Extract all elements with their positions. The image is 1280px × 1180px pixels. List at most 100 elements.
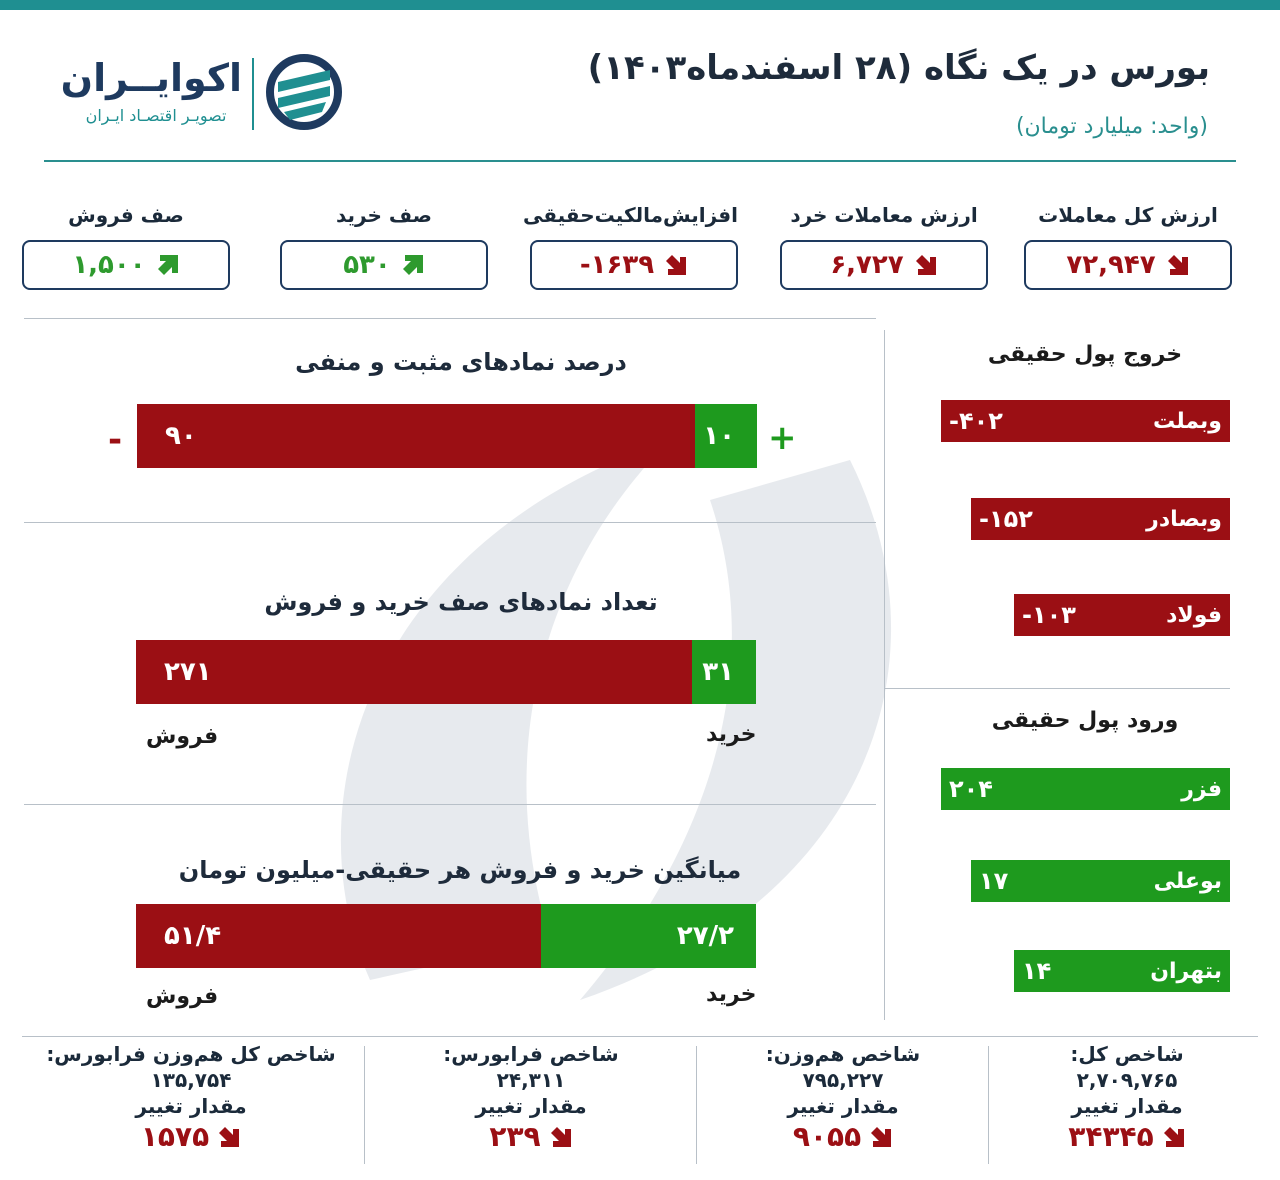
stat-total-value: ارزش کل معاملات ۷۲,۹۴۷ bbox=[1024, 200, 1232, 290]
outflow-value: -۴۰۲ bbox=[949, 407, 1003, 435]
arrow-down-icon bbox=[871, 1126, 892, 1147]
inflow-item: ۱۴ بتهران bbox=[1014, 950, 1230, 992]
vertical-divider bbox=[364, 1046, 365, 1164]
sell-average-segment: ۵۱/۴ bbox=[136, 904, 542, 968]
stat-box: -۱۶۳۹ bbox=[530, 240, 738, 290]
arrow-down-icon bbox=[915, 255, 936, 275]
stat-box: ۱,۵۰۰ bbox=[22, 240, 230, 290]
index-change-label: مقدار تغییر bbox=[787, 1094, 899, 1118]
index-value: ۷۹۵,۲۲۷ bbox=[802, 1068, 884, 1092]
buy-average-value: ۲۷/۲ bbox=[676, 921, 734, 951]
buy-label: خرید bbox=[706, 722, 757, 747]
inflow-symbol: بوعلی bbox=[1153, 868, 1222, 894]
index-name: شاخص فرابورس: bbox=[443, 1042, 619, 1066]
stat-value: ۶,۷۲۷ bbox=[830, 250, 904, 280]
outflow-symbol: فولاد bbox=[1166, 602, 1222, 628]
index-farabourse: شاخص فرابورس: ۲۴,۳۱۱ مقدار تغییر ۲۳۹ bbox=[368, 1042, 694, 1153]
inflow-symbol: بتهران bbox=[1150, 958, 1222, 984]
arrow-down-icon bbox=[1167, 255, 1188, 275]
index-value: ۱۳۵,۷۵۴ bbox=[150, 1068, 232, 1092]
inflow-title: ورود پول حقیقی bbox=[991, 708, 1179, 733]
buy-queue-value: ۳۱ bbox=[702, 657, 734, 687]
stat-value: ۱,۵۰۰ bbox=[72, 250, 146, 280]
section-title-queues: تعداد نمادهای صف خرید و فروش bbox=[264, 588, 658, 616]
inflow-symbol: فزر bbox=[1181, 776, 1222, 802]
index-change-label: مقدار تغییر bbox=[475, 1094, 587, 1118]
index-equal-weight: شاخص هم‌وزن: ۷۹۵,۲۲۷ مقدار تغییر ۹۰۵۵ bbox=[700, 1042, 986, 1153]
ecoiran-logo-icon bbox=[266, 54, 342, 130]
header-divider bbox=[44, 160, 1236, 162]
buy-label: خرید bbox=[706, 982, 757, 1007]
outflow-value: -۱۵۲ bbox=[979, 505, 1033, 533]
stat-label: افزایش‌مالکیت‌حقیقی bbox=[523, 203, 738, 227]
outflow-value: -۱۰۳ bbox=[1022, 601, 1076, 629]
sell-queue-value: ۲۷۱ bbox=[164, 657, 212, 687]
outflow-symbol: وبملت bbox=[1153, 408, 1222, 434]
page-title: بورس در یک نگاه (۲۸ اسفندماه۱۴۰۳) bbox=[587, 48, 1210, 88]
inflow-item: ۱۷ بوعلی bbox=[971, 860, 1230, 902]
stat-value: ۷۲,۹۴۷ bbox=[1066, 250, 1156, 280]
outflow-item: -۱۵۲ وبصادر bbox=[971, 498, 1230, 540]
stat-label: صف خرید bbox=[335, 203, 433, 227]
index-total: شاخص کل: ۲,۷۰۹,۷۶۵ مقدار تغییر ۳۴۳۴۵ bbox=[992, 1042, 1262, 1153]
index-change: ۹۰۵۵ bbox=[700, 1120, 986, 1153]
stat-buy-queue: صف خرید ۵۳۰ bbox=[280, 200, 488, 290]
arrow-up-icon bbox=[157, 255, 178, 275]
average-bar: ۵۱/۴ ۲۷/۲ bbox=[136, 904, 756, 968]
index-farabourse-equal-weight: شاخص کل هم‌وزن فرابورس: ۱۳۵,۷۵۴ مقدار تغ… bbox=[20, 1042, 362, 1153]
stat-box: ۶,۷۲۷ bbox=[780, 240, 988, 290]
divider bbox=[884, 688, 1230, 689]
stat-label: ارزش کل معاملات bbox=[1038, 203, 1218, 227]
top-accent-bar bbox=[0, 0, 1280, 10]
index-value: ۲,۷۰۹,۷۶۵ bbox=[1076, 1068, 1178, 1092]
sell-average-value: ۵۱/۴ bbox=[164, 921, 222, 951]
stat-sell-queue: صف فروش ۱,۵۰۰ bbox=[22, 200, 230, 290]
stat-retail-value: ارزش معاملات خرد ۶,۷۲۷ bbox=[780, 200, 988, 290]
arrow-down-icon bbox=[1163, 1126, 1184, 1147]
stat-real-ownership: افزایش‌مالکیت‌حقیقی -۱۶۳۹ bbox=[523, 200, 738, 290]
inflow-item: ۲۰۴ فزر bbox=[941, 768, 1230, 810]
index-name: شاخص هم‌وزن: bbox=[765, 1042, 921, 1066]
logo-name: اکوایــران bbox=[60, 56, 242, 100]
divider bbox=[24, 522, 876, 523]
logo-separator bbox=[252, 58, 254, 130]
negative-segment: ۹۰ bbox=[137, 404, 695, 468]
arrow-down-icon bbox=[666, 255, 687, 275]
sell-label: فروش bbox=[146, 984, 219, 1009]
index-change-value: ۱۵۷۵ bbox=[140, 1120, 210, 1153]
divider bbox=[24, 318, 876, 319]
pos-neg-bar: ۹۰ ۱۰ bbox=[137, 404, 757, 468]
index-change-label: مقدار تغییر bbox=[1071, 1094, 1183, 1118]
stat-label: ارزش معاملات خرد bbox=[790, 203, 978, 227]
vertical-divider bbox=[696, 1046, 697, 1164]
index-change-value: ۳۴۳۴۵ bbox=[1068, 1120, 1154, 1153]
index-change-value: ۹۰۵۵ bbox=[792, 1120, 862, 1153]
arrow-down-icon bbox=[550, 1126, 571, 1147]
stat-label: صف فروش bbox=[68, 203, 184, 227]
stat-box: ۵۳۰ bbox=[280, 240, 488, 290]
index-value: ۲۴,۳۱۱ bbox=[496, 1068, 566, 1092]
index-change: ۳۴۳۴۵ bbox=[992, 1120, 1262, 1153]
outflow-item: -۱۰۳ فولاد bbox=[1014, 594, 1230, 636]
stat-value: -۱۶۳۹ bbox=[579, 250, 655, 280]
index-change-label: مقدار تغییر bbox=[135, 1094, 247, 1118]
arrow-up-icon bbox=[402, 255, 423, 275]
index-change: ۲۳۹ bbox=[368, 1120, 694, 1153]
section-title-average: میانگین خرید و فروش هر حقیقی-میلیون توما… bbox=[178, 856, 742, 884]
negative-value: ۹۰ bbox=[165, 421, 197, 451]
outflow-title: خروج پول حقیقی bbox=[987, 342, 1183, 367]
index-change-value: ۲۳۹ bbox=[489, 1120, 541, 1153]
plus-sign: + bbox=[768, 418, 797, 458]
watermark-logo bbox=[340, 440, 892, 1000]
divider bbox=[22, 1036, 1258, 1037]
inflow-value: ۲۰۴ bbox=[949, 775, 993, 803]
stat-box: ۷۲,۹۴۷ bbox=[1024, 240, 1232, 290]
index-change: ۱۵۷۵ bbox=[20, 1120, 362, 1153]
positive-segment: ۱۰ bbox=[695, 404, 757, 468]
vertical-divider bbox=[988, 1046, 989, 1164]
inflow-value: ۱۷ bbox=[979, 867, 1009, 895]
arrow-down-icon bbox=[219, 1126, 240, 1147]
index-name: شاخص کل: bbox=[1070, 1042, 1184, 1066]
buy-queue-segment: ۳۱ bbox=[692, 640, 756, 704]
logo-tagline: تصویـر اقتصـاد ایـران bbox=[85, 106, 227, 125]
